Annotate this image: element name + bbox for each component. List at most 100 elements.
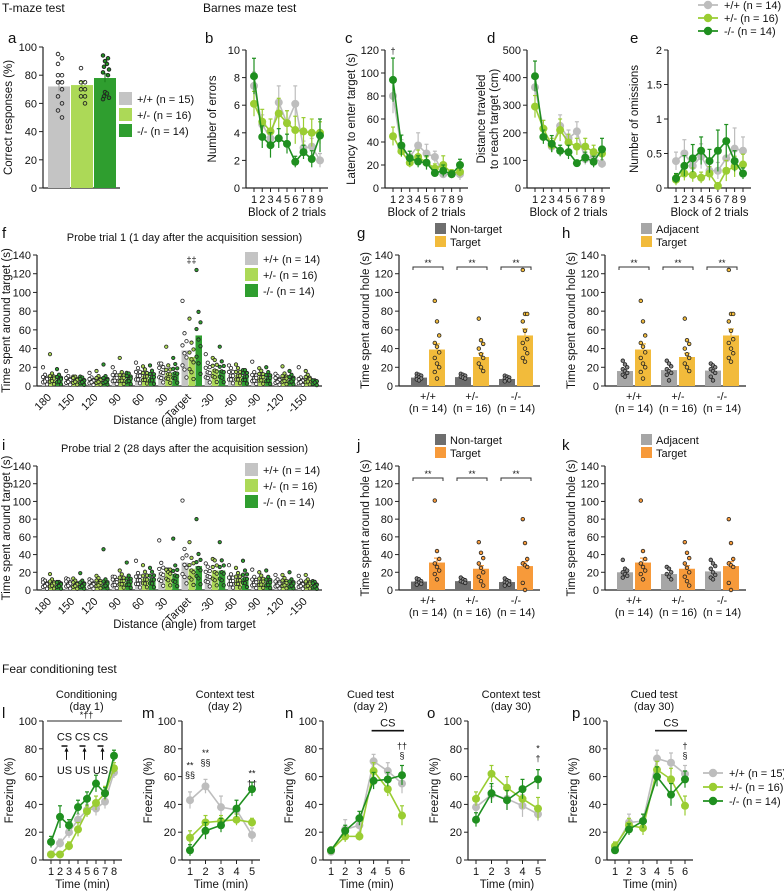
individual-point — [82, 101, 88, 106]
individual-point — [182, 546, 187, 552]
individual-point — [173, 579, 178, 584]
individual-point — [59, 79, 65, 85]
y-axis-label: Time spent around hole (s) — [566, 459, 578, 596]
individual-point — [264, 577, 269, 582]
data-point — [581, 153, 590, 162]
y-tick-label: 80 — [587, 514, 599, 526]
y-tick-label: 60 — [25, 98, 37, 110]
x-tick-label: 7 — [300, 194, 306, 206]
y-axis-label: Time spent around hole (s) — [566, 252, 578, 389]
x-tick-label: 3 — [640, 866, 646, 878]
y-tick-label: 0 — [515, 183, 521, 195]
individual-point — [71, 580, 76, 585]
y-tick-label: 100 — [13, 287, 31, 299]
individual-point — [434, 361, 440, 366]
individual-point — [237, 585, 243, 590]
individual-point — [159, 375, 164, 381]
individual-point — [68, 382, 73, 387]
individual-point — [119, 369, 124, 375]
data-point — [680, 161, 689, 170]
significance-marker: §§ — [185, 770, 195, 780]
individual-point — [66, 583, 71, 588]
individual-point — [87, 580, 92, 585]
individual-point — [625, 370, 630, 376]
data-point — [705, 169, 714, 178]
y-tick-label: 0 — [25, 585, 31, 597]
data-point — [688, 170, 697, 179]
y-tick-label: 4 — [234, 128, 240, 140]
individual-point — [502, 379, 507, 384]
individual-point — [140, 573, 146, 578]
individual-point — [166, 376, 171, 381]
individual-point — [713, 572, 718, 578]
individual-point — [184, 355, 189, 360]
data-point — [250, 72, 258, 81]
individual-point — [207, 568, 212, 574]
individual-point — [226, 363, 232, 368]
x-tick-label: -/- — [511, 595, 522, 607]
x-tick-label: 1 — [532, 194, 538, 206]
individual-point — [119, 378, 124, 383]
y-tick-label: 40 — [381, 344, 393, 356]
legend-label: +/+ (n = 15) — [729, 768, 784, 780]
individual-point — [71, 375, 76, 381]
data-point — [564, 148, 573, 157]
individual-point — [669, 570, 674, 575]
individual-point — [643, 556, 648, 562]
individual-point — [478, 578, 484, 584]
individual-point — [242, 377, 248, 383]
individual-point — [40, 374, 46, 380]
individual-point — [100, 53, 106, 58]
x-tick-label: 4 — [371, 866, 377, 878]
individual-point — [64, 368, 69, 374]
y-tick-label: 0 — [656, 183, 662, 195]
individual-point — [726, 355, 731, 361]
legend-label: -/- (n = 14) — [263, 286, 315, 298]
individual-point — [731, 556, 736, 562]
individual-point — [221, 380, 226, 385]
individual-point — [101, 375, 106, 381]
individual-point — [59, 101, 65, 106]
individual-point — [191, 582, 196, 587]
individual-point — [144, 577, 150, 582]
individual-point — [194, 326, 199, 332]
individual-point — [432, 340, 437, 346]
individual-point — [137, 578, 143, 583]
x-tick-label: 1 — [473, 866, 479, 878]
x-tick-label: 1 — [612, 866, 618, 878]
x-tick-label: 2 — [626, 866, 632, 878]
data-point — [283, 119, 291, 128]
individual-point — [89, 583, 94, 589]
legend-swatch — [119, 124, 132, 137]
y-tick-label: 20 — [25, 827, 37, 839]
individual-point — [42, 379, 48, 384]
individual-point — [221, 563, 226, 568]
data-point — [369, 767, 378, 776]
x-tick-label: 3 — [690, 194, 696, 206]
individual-point — [250, 567, 255, 572]
y-tick-label: 20 — [589, 827, 601, 839]
panel-label: h — [562, 225, 570, 242]
data-point — [389, 75, 397, 84]
individual-point — [133, 369, 139, 374]
individual-point — [525, 337, 530, 342]
individual-point — [117, 568, 122, 573]
individual-point — [191, 347, 196, 352]
individual-point — [198, 557, 203, 562]
data-point — [456, 167, 464, 176]
individual-point — [289, 583, 294, 588]
bar — [455, 581, 471, 590]
individual-point — [59, 115, 65, 120]
individual-point — [244, 584, 250, 590]
chart-title: Conditioning — [56, 689, 117, 701]
individual-point — [666, 566, 672, 571]
significance-marker: * — [536, 744, 540, 754]
individual-point — [682, 346, 687, 351]
significance-marker: *†† — [80, 710, 94, 720]
individual-point — [669, 577, 674, 582]
individual-point — [47, 352, 53, 357]
y-tick-label: 120 — [581, 479, 599, 491]
y-tick-label: 40 — [305, 799, 317, 811]
